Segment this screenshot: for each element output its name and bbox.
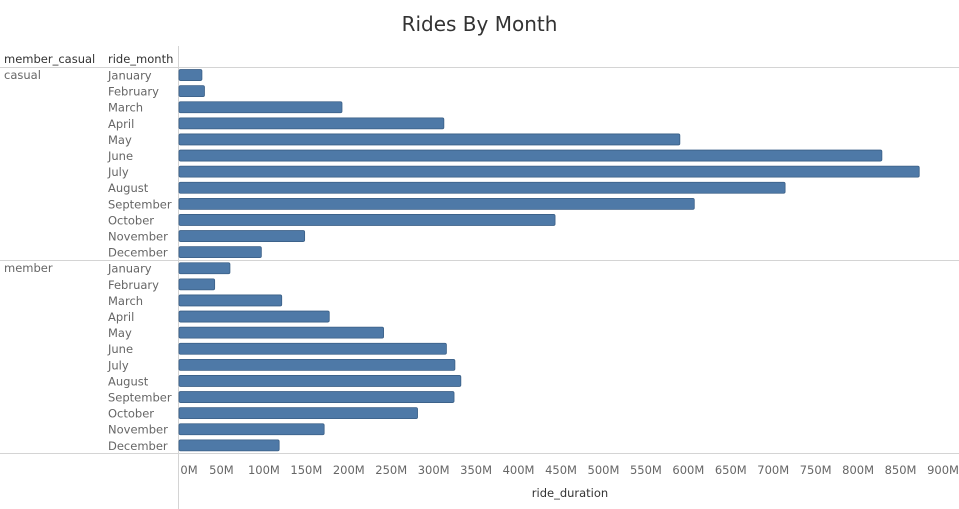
x-tick-800m: 800M xyxy=(842,463,874,477)
month-label-casual-november: November xyxy=(108,230,168,244)
x-tick-100m: 100M xyxy=(248,463,280,477)
month-label-casual-february: February xyxy=(108,85,159,99)
month-label-casual-july: July xyxy=(107,165,129,179)
month-label-member-march: March xyxy=(108,294,143,308)
x-tick-700m: 700M xyxy=(757,463,789,477)
x-tick-150m: 150M xyxy=(290,463,322,477)
x-tick-750m: 750M xyxy=(800,463,832,477)
x-tick-450m: 450M xyxy=(545,463,577,477)
month-label-member-october: October xyxy=(108,407,154,421)
x-tick-400m: 400M xyxy=(503,463,535,477)
month-label-member-april: April xyxy=(108,310,134,324)
x-tick-650m: 650M xyxy=(715,463,747,477)
x-tick-900m: 900M xyxy=(927,463,959,477)
month-label-casual-april: April xyxy=(108,117,134,131)
x-tick-0m: 0M xyxy=(180,463,197,477)
x-tick-50m: 50M xyxy=(209,463,234,477)
x-tick-600m: 600M xyxy=(672,463,704,477)
row-header-ride-month: ride_month xyxy=(108,52,173,66)
month-label-casual-december: December xyxy=(108,246,168,260)
month-label-member-november: November xyxy=(108,423,168,437)
bar-casual-may[interactable] xyxy=(178,133,681,146)
group-label-casual: casual xyxy=(4,68,41,82)
month-label-member-june: June xyxy=(107,342,133,356)
bar-casual-april[interactable] xyxy=(178,117,445,130)
bar-casual-october[interactable] xyxy=(178,214,556,226)
group-label-member: member xyxy=(4,261,53,275)
month-label-casual-august: August xyxy=(108,181,149,195)
month-label-member-may: May xyxy=(108,326,132,340)
month-label-member-september: September xyxy=(108,391,172,405)
month-label-casual-may: May xyxy=(108,133,132,147)
x-tick-250m: 250M xyxy=(375,463,407,477)
bar-casual-november[interactable] xyxy=(178,230,306,242)
bar-member-october[interactable] xyxy=(178,407,418,420)
bar-member-may[interactable] xyxy=(178,326,384,339)
month-label-casual-september: September xyxy=(108,197,172,211)
bar-casual-march[interactable] xyxy=(178,101,343,114)
bar-casual-july[interactable] xyxy=(178,165,920,178)
bar-member-april[interactable] xyxy=(178,310,330,323)
bar-member-july[interactable] xyxy=(178,358,456,371)
x-axis-title: ride_duration xyxy=(532,486,608,500)
month-label-casual-january: January xyxy=(107,69,152,83)
chart-title: Rides By Month xyxy=(401,12,558,36)
bar-casual-june[interactable] xyxy=(178,149,883,162)
x-tick-550m: 550M xyxy=(630,463,662,477)
x-tick-350m: 350M xyxy=(460,463,492,477)
month-label-member-august: August xyxy=(108,374,149,388)
row-header-member-casual: member_casual xyxy=(4,52,95,66)
month-label-member-january: January xyxy=(107,262,152,276)
bar-member-november[interactable] xyxy=(178,423,325,436)
bar-casual-august[interactable] xyxy=(178,181,786,194)
bar-member-december[interactable] xyxy=(178,439,280,452)
bar-member-september[interactable] xyxy=(178,391,455,403)
month-label-member-february: February xyxy=(108,278,159,292)
month-label-casual-october: October xyxy=(108,213,154,227)
bar-casual-december[interactable] xyxy=(178,246,262,259)
month-label-member-july: July xyxy=(107,358,129,372)
month-label-casual-june: June xyxy=(107,149,133,163)
month-label-casual-march: March xyxy=(108,101,143,115)
month-label-member-december: December xyxy=(108,439,168,453)
bar-member-august[interactable] xyxy=(178,375,462,387)
bar-member-january[interactable] xyxy=(178,262,231,275)
bar-casual-september[interactable] xyxy=(178,197,695,210)
x-tick-300m: 300M xyxy=(418,463,450,477)
x-tick-200m: 200M xyxy=(333,463,365,477)
bar-member-june[interactable] xyxy=(178,342,447,355)
x-tick-500m: 500M xyxy=(588,463,620,477)
x-tick-850m: 850M xyxy=(885,463,917,477)
bar-member-march[interactable] xyxy=(178,294,283,307)
bar-casual-february[interactable] xyxy=(178,85,205,98)
bar-casual-january[interactable] xyxy=(178,69,203,81)
bar-member-february[interactable] xyxy=(178,278,216,291)
